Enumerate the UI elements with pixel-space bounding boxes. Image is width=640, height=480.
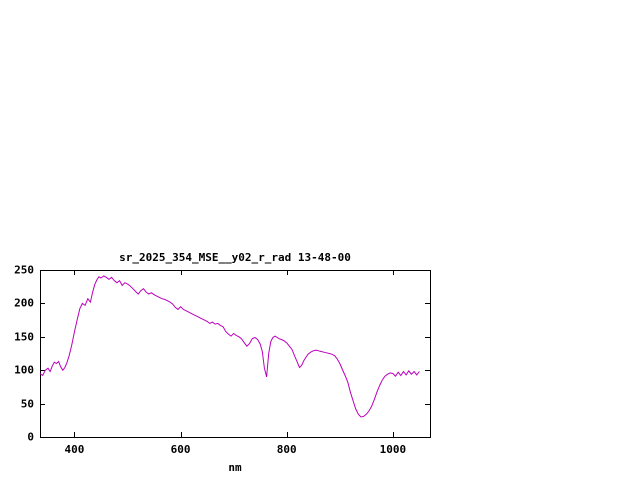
y-tick-label: 0 [27,430,34,444]
y-tick-label: 150 [14,330,34,344]
x-tick-label: 1000 [379,443,407,456]
chart-title: sr_2025_354_MSE__y02_r_rad 13-48-00 [119,251,351,264]
y-tick-label: 250 [14,263,34,277]
x-axis-label: nm [228,461,242,474]
y-tick-label: 100 [14,363,34,377]
y-tick-label: 200 [14,296,34,310]
x-tick-label: 400 [64,443,85,456]
x-tick-label: 800 [276,443,297,456]
x-tick-label: 600 [170,443,191,456]
y-tick-label: 50 [20,397,34,411]
